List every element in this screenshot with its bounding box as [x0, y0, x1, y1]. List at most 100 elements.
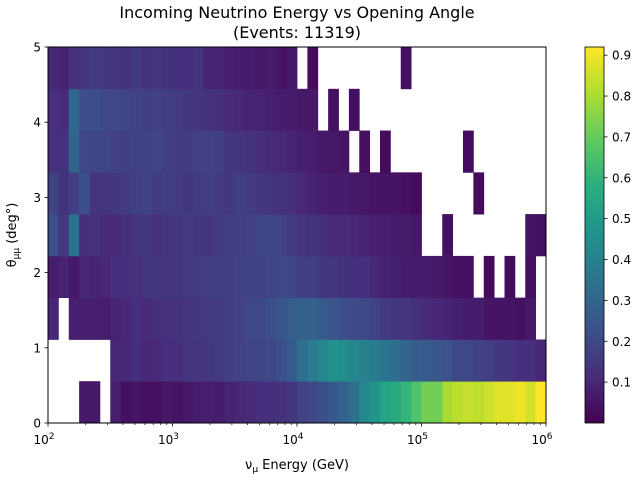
heatmap-cell	[452, 339, 464, 382]
heatmap-cell	[89, 172, 101, 215]
heatmap-cell	[525, 381, 537, 424]
heatmap-cell	[473, 339, 485, 382]
heatmap-cell	[380, 255, 391, 299]
heatmap-cell	[245, 172, 256, 215]
heatmap-cell	[193, 172, 205, 215]
colorbar-tick-label: 0.1	[612, 376, 631, 390]
heatmap-cell	[359, 255, 371, 299]
heatmap-cell	[286, 339, 298, 382]
heatmap-cell	[276, 297, 288, 340]
heatmap-cell	[203, 381, 215, 424]
heatmap-cell	[504, 297, 516, 340]
colorbar-tick-label: 0.9	[612, 49, 631, 63]
heatmap-cell	[48, 214, 59, 257]
heatmap-cell	[151, 88, 163, 131]
heatmap-cell	[68, 47, 80, 90]
heatmap-cell	[234, 47, 246, 90]
colorbar-tick-label: 0.2	[612, 335, 631, 349]
x-tick-label: 105	[407, 432, 428, 447]
heatmap-cell	[203, 339, 215, 382]
heatmap-cell	[421, 339, 433, 382]
heatmap-cell	[452, 381, 464, 424]
heatmap-cell	[48, 297, 59, 340]
heatmap-cell	[525, 297, 537, 340]
heatmap-cell	[214, 130, 225, 173]
heatmap-cell	[172, 297, 184, 340]
heatmap-cell	[89, 130, 101, 173]
heatmap-cell	[317, 214, 329, 257]
heatmap-cell	[234, 172, 246, 215]
heatmap-cell	[234, 88, 246, 131]
heatmap-cell	[317, 297, 329, 340]
heatmap-cell	[182, 172, 194, 215]
heatmap-cell	[369, 381, 381, 424]
heatmap-cell	[89, 381, 101, 424]
heatmap-cell	[473, 381, 485, 424]
colorbar-tick-label: 0.4	[612, 253, 631, 267]
heatmap-cell	[141, 214, 153, 257]
heatmap-cell	[214, 255, 225, 299]
heatmap-cell	[245, 214, 256, 257]
heatmap-cell	[110, 255, 122, 299]
heatmap-cell	[400, 255, 412, 299]
heatmap-cell	[182, 130, 194, 173]
x-tick-label: 106	[531, 432, 552, 447]
x-tick-label: 104	[282, 432, 303, 447]
heatmap-cell	[162, 47, 173, 90]
heatmap-cell	[120, 172, 132, 215]
heatmap-cell	[494, 297, 505, 340]
heatmap-cell	[99, 172, 111, 215]
heatmap-cell	[307, 130, 319, 173]
heatmap-cell	[463, 255, 474, 299]
heatmap-cell	[411, 297, 422, 340]
heatmap-cell	[120, 255, 132, 299]
heatmap-cell	[390, 381, 402, 424]
heatmap-cell	[380, 339, 391, 382]
heatmap-cell	[380, 297, 391, 340]
heatmap-cell	[68, 130, 80, 173]
heatmap-cell	[224, 297, 236, 340]
heatmap-cell	[245, 88, 256, 131]
heatmap-cell	[359, 214, 371, 257]
heatmap-cell	[328, 214, 339, 257]
heatmap-cell	[245, 297, 256, 340]
heatmap-cell	[504, 339, 516, 382]
heatmap-cell	[369, 339, 381, 382]
heatmap-cell	[255, 214, 267, 257]
heatmap-cell	[525, 255, 537, 299]
heatmap-cell	[369, 172, 381, 215]
heatmap-cell	[525, 339, 537, 382]
heatmap-cell	[48, 47, 59, 90]
heatmap-cell	[369, 214, 381, 257]
heatmap-cell	[390, 255, 402, 299]
heatmap-cell	[68, 172, 80, 215]
heatmap-cell	[203, 172, 215, 215]
heatmap-cell	[452, 297, 464, 340]
heatmap-cell	[68, 88, 80, 131]
heatmap-cell	[193, 130, 205, 173]
heatmap-cell	[328, 381, 339, 424]
heatmap-cell	[307, 214, 319, 257]
colorbar-tick-label: 0.6	[612, 171, 631, 185]
heatmap-cell	[224, 255, 236, 299]
heatmap-cell	[151, 47, 163, 90]
heatmap-cell	[297, 255, 308, 299]
heatmap-cell	[234, 214, 246, 257]
heatmap-cell	[431, 255, 443, 299]
heatmap-cell	[89, 297, 101, 340]
heatmap-cell	[110, 339, 122, 382]
heatmap-cell	[494, 381, 505, 424]
heatmap-cell	[193, 381, 205, 424]
heatmap-cell	[317, 339, 329, 382]
heatmap-cell	[120, 339, 132, 382]
heatmap-cell	[141, 172, 153, 215]
heatmap-cell	[359, 381, 371, 424]
colorbar-tick-label: 0.3	[612, 294, 631, 308]
heatmap-cell	[79, 88, 90, 131]
heatmap-cell	[307, 255, 319, 299]
heatmap-cell	[172, 214, 184, 257]
heatmap-cell	[162, 297, 173, 340]
heatmap-cell	[172, 47, 184, 90]
heatmap-cell	[348, 381, 360, 424]
